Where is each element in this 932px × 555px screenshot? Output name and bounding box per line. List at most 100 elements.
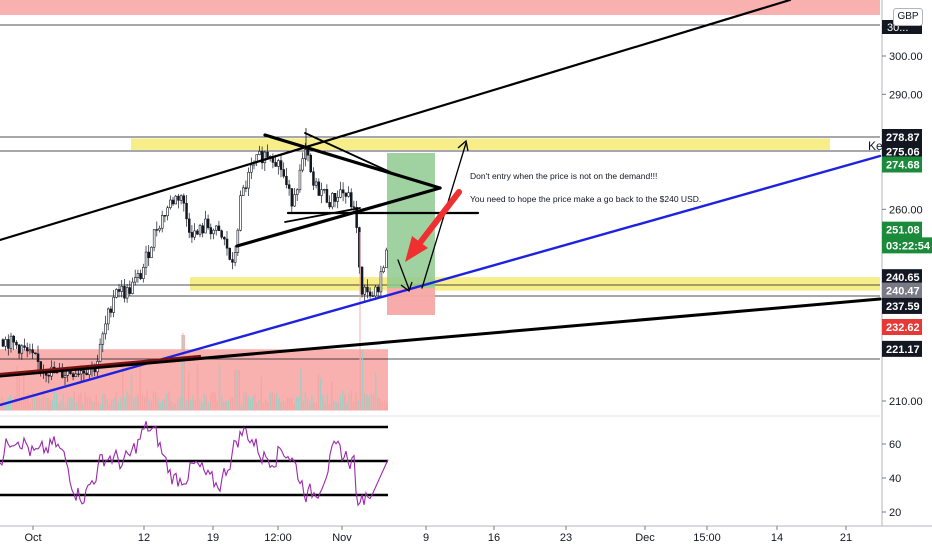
candle-body <box>331 192 334 208</box>
volume-bar <box>71 397 73 410</box>
time-tick-label: Dec <box>635 532 655 544</box>
volume-bar <box>117 402 119 410</box>
price-label-box <box>882 297 922 314</box>
time-tick-label: Nov <box>332 532 352 544</box>
time-tick-label: 21 <box>840 532 852 544</box>
candle-body <box>352 206 356 208</box>
candle-body <box>339 189 342 198</box>
volume-bar <box>243 392 245 410</box>
arrow-down-shaft <box>397 259 410 290</box>
volume-bar <box>364 393 366 410</box>
volume-bar <box>31 391 34 410</box>
volume-bar <box>320 377 322 410</box>
candle-body <box>363 286 366 295</box>
candle-body <box>247 171 250 189</box>
candle-body <box>74 373 78 378</box>
volume-bar <box>130 373 133 410</box>
candle-body <box>231 259 234 263</box>
volume-bar <box>7 398 9 410</box>
candle-body <box>104 323 107 335</box>
volume-bar <box>249 398 251 410</box>
price-label-box <box>882 143 922 160</box>
candle-body <box>179 195 183 201</box>
currency-badge[interactable]: GBP <box>893 8 923 26</box>
candle-body <box>98 343 102 362</box>
volume-bar <box>148 398 150 410</box>
volume-bar <box>60 400 62 410</box>
volume-bar <box>170 400 172 410</box>
price-tick-label: 300.00 <box>889 51 923 63</box>
candle-body <box>285 175 288 186</box>
candle-body <box>147 251 151 259</box>
candle-body <box>306 149 310 156</box>
time-tick-label: 16 <box>488 532 500 544</box>
volume-bar <box>291 397 293 410</box>
candle-body <box>379 271 383 293</box>
candle-body <box>215 225 218 231</box>
candle-body <box>368 291 372 296</box>
candle-body <box>174 195 178 205</box>
candle-body <box>349 192 353 208</box>
volume-bar <box>271 391 273 410</box>
candle-body <box>23 345 26 348</box>
volume-layer <box>1 335 388 410</box>
volume-bar <box>80 392 82 410</box>
volume-bar <box>247 395 249 410</box>
candle-body <box>314 181 318 186</box>
time-tick-label: 15:00 <box>693 532 721 544</box>
candle-body <box>336 197 339 202</box>
volume-bar <box>322 395 324 410</box>
time-tick-label: 12 <box>138 532 150 544</box>
candle-body <box>142 267 145 279</box>
volume-bar <box>267 402 269 410</box>
candle-body <box>333 192 337 202</box>
price-label-text: 03:22:54 <box>886 240 931 252</box>
rsi-tick-label: 60 <box>889 439 901 451</box>
volume-bar <box>56 393 58 410</box>
price-label-text: 274.68 <box>886 159 920 171</box>
volume-bar <box>45 397 47 410</box>
volume-bar <box>91 400 93 410</box>
volume-bar <box>137 393 139 410</box>
volume-bar <box>128 395 130 410</box>
candle-body <box>263 151 267 164</box>
candle-body <box>158 227 161 231</box>
volume-bar <box>95 395 97 410</box>
candle-body <box>169 199 172 208</box>
volume-bar <box>177 399 179 410</box>
candle-body <box>309 154 312 173</box>
volume-bar <box>86 397 89 410</box>
volume-bar <box>205 395 207 410</box>
candle-body <box>322 189 326 191</box>
volume-bar <box>289 398 291 410</box>
candle-body <box>34 352 37 355</box>
price-label-text: 240.65 <box>886 272 920 284</box>
volume-bar <box>53 390 56 410</box>
candle-body <box>376 286 380 293</box>
candle-body <box>134 277 137 283</box>
candle-body <box>198 225 202 235</box>
volume-bar <box>168 391 170 410</box>
candle-body <box>239 195 242 231</box>
volume-bar <box>348 393 350 410</box>
candle-body <box>17 344 21 354</box>
volume-bar <box>276 393 278 410</box>
volume-bar <box>240 403 243 410</box>
volume-bar <box>36 394 38 410</box>
volume-bar <box>201 402 203 410</box>
volume-bar <box>256 402 258 410</box>
price-label-box <box>882 221 922 238</box>
volume-bar <box>106 398 108 410</box>
volume-bar <box>172 402 174 410</box>
candle-body <box>360 266 364 295</box>
candle-body <box>217 225 221 232</box>
volume-bar <box>42 390 45 410</box>
volume-bar <box>379 398 381 410</box>
candle-body <box>20 345 24 354</box>
candle-body <box>28 349 32 352</box>
rsi-layer <box>0 415 880 507</box>
candle-body <box>123 285 126 299</box>
candle-body <box>117 289 121 292</box>
